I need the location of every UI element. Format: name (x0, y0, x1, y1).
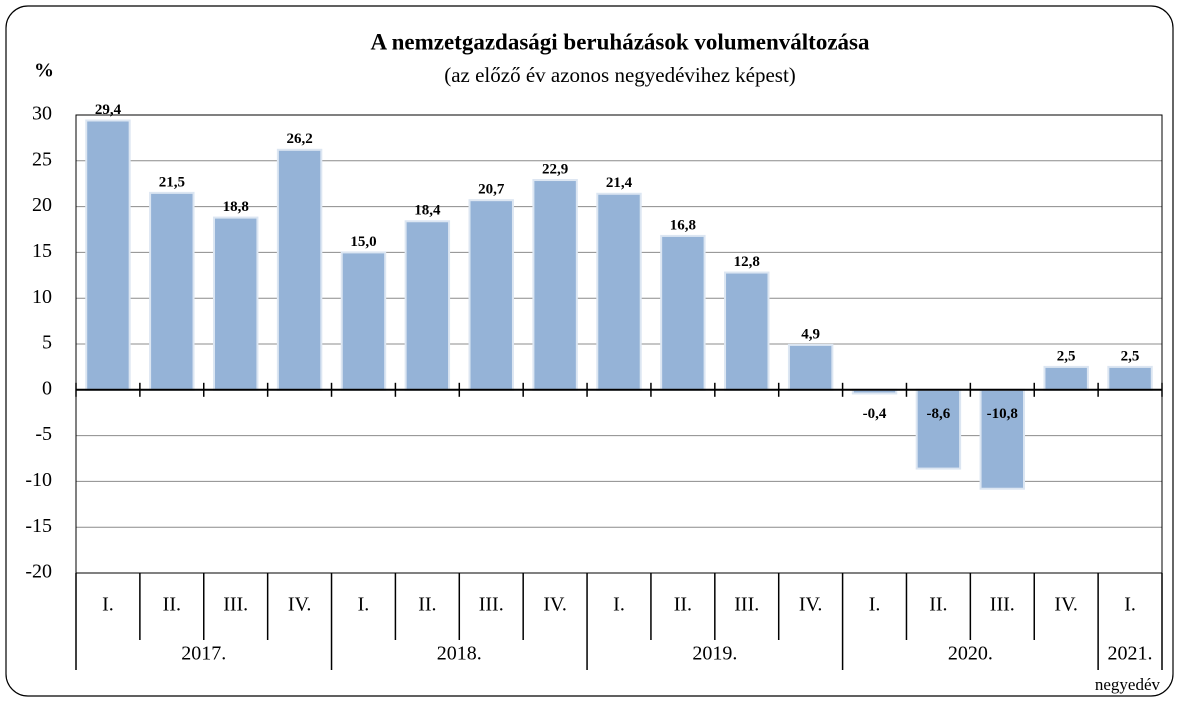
x-group-label: 2017. (181, 643, 226, 665)
bar (532, 179, 578, 391)
bar (468, 199, 514, 391)
x-tick-label: III. (479, 594, 504, 616)
x-tick-label: IV. (543, 594, 567, 616)
bar (787, 343, 834, 391)
value-label: 12,8 (734, 254, 760, 270)
y-tick-label: 15 (32, 240, 52, 262)
value-label: 2,5 (1057, 348, 1076, 364)
y-tick-label: -10 (25, 469, 52, 491)
value-label: 2,5 (1121, 348, 1140, 364)
x-tick-label: I. (613, 594, 625, 616)
bar (1107, 365, 1153, 391)
x-tick-label: I. (869, 594, 881, 616)
x-tick-label: I. (1124, 594, 1136, 616)
value-label: 29,4 (95, 102, 122, 118)
value-label: -8,6 (927, 406, 951, 422)
x-tick-label: III. (223, 594, 248, 616)
x-tick-label: I. (358, 594, 370, 616)
value-label: 22,9 (542, 161, 568, 177)
x-tick-label: II. (163, 594, 181, 616)
x-tick-label: I. (102, 594, 114, 616)
bar (979, 388, 1026, 490)
x-tick-label: II. (674, 594, 692, 616)
y-tick-label: 20 (32, 194, 52, 216)
y-tick-label: 0 (42, 377, 52, 399)
y-tick-label: 25 (32, 148, 52, 170)
chart-subtitle: (az előző év azonos negyedévihez képest) (444, 63, 796, 87)
x-group-label: 2021. (1108, 643, 1153, 665)
bar (276, 148, 323, 391)
y-tick-label: 10 (32, 286, 52, 308)
x-tick-label: IV. (799, 594, 823, 616)
x-group-label: 2019. (692, 643, 737, 665)
y-tick-label: -20 (25, 561, 52, 583)
value-label: -10,8 (987, 406, 1018, 422)
value-label: 15,0 (350, 234, 376, 250)
value-label: 21,4 (606, 175, 633, 191)
x-tick-label: IV. (288, 594, 312, 616)
bar (596, 192, 642, 391)
bar (404, 220, 451, 391)
y-tick-label: -5 (35, 423, 52, 445)
value-label: 18,8 (223, 199, 249, 215)
bar (724, 271, 770, 391)
plot-border (75, 114, 1163, 574)
chart-title: A nemzetgazdasági beruházások volumenvál… (371, 29, 870, 54)
y-tick-label: 5 (42, 332, 52, 354)
value-label: 21,5 (159, 174, 185, 190)
value-label: 20,7 (478, 182, 505, 198)
bar (1043, 365, 1089, 391)
x-tick-label: IV. (1054, 594, 1078, 616)
y-tick-label: 30 (32, 103, 52, 125)
x-tick-label: III. (990, 594, 1015, 616)
x-group-label: 2018. (437, 643, 482, 665)
x-tick-label: III. (734, 594, 759, 616)
x-axis-label: negyedév (1095, 675, 1161, 694)
y-tick-label: -15 (25, 515, 52, 537)
value-label: 4,9 (801, 326, 820, 342)
bar (149, 191, 195, 391)
value-label: 26,2 (286, 131, 312, 147)
value-label: -0,4 (863, 406, 887, 422)
bar (915, 388, 962, 470)
x-tick-label: II. (418, 594, 436, 616)
bar (660, 234, 706, 391)
value-label: 18,4 (414, 203, 441, 219)
bar (340, 251, 387, 391)
value-label: 16,8 (670, 217, 696, 233)
y-axis-label: % (34, 60, 54, 82)
bar (85, 119, 131, 391)
bar (212, 216, 259, 391)
x-group-label: 2020. (948, 643, 993, 665)
x-tick-label: II. (929, 594, 947, 616)
